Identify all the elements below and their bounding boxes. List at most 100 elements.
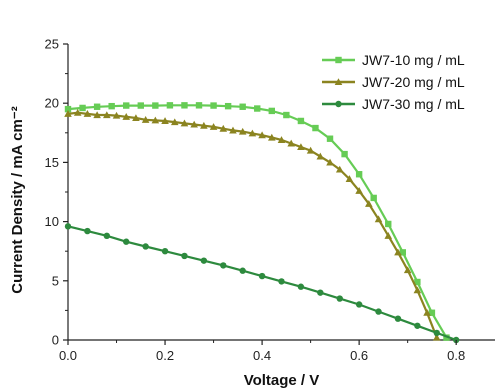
data-point-triangle [229,126,237,134]
data-point-triangle [423,308,431,316]
data-point-circle [200,257,208,264]
series-line [67,111,438,339]
data-point-triangle [345,175,354,183]
y-tick-label: 0 [52,333,59,348]
data-point-triangle [190,120,198,128]
data-point-triangle [365,200,373,207]
data-point-square [79,104,86,112]
data-point-square [108,102,115,110]
data-point-square [297,117,305,125]
data-point-circle [123,238,130,245]
data-point-triangle [326,158,334,166]
data-point-circle [317,289,324,296]
data-point-circle [297,283,305,290]
data-point-triangle [334,78,343,86]
legend-label: JW7-30 mg / mL [362,96,465,112]
legend-label: JW7-10 mg / mL [362,52,465,68]
data-point-triangle [112,111,121,119]
data-point-square [64,105,72,113]
data-point-triangle [180,119,189,127]
data-point-square [224,102,232,110]
series-layer [64,102,460,344]
x-tick-label: 0.8 [447,348,465,363]
data-point-circle [278,278,285,285]
data-point-triangle [306,146,315,154]
series-2 [64,108,441,341]
data-point-triangle [432,333,441,341]
data-point-square [166,102,174,109]
y-tick-label: 20 [45,96,59,111]
data-point-triangle [238,127,247,135]
data-point-triangle [141,115,150,123]
x-tick-label: 0.4 [253,348,271,363]
legend-label: JW7-20 mg / mL [362,74,465,90]
data-point-triangle [355,187,363,194]
data-point-triangle [248,129,257,137]
data-point-circle [394,315,402,322]
series-1 [64,102,450,341]
data-point-triangle [219,124,228,132]
data-point-triangle [413,286,422,294]
y-tick-label: 10 [45,214,59,229]
data-point-circle [336,295,343,302]
data-point-triangle [335,165,344,173]
data-point-triangle [132,114,140,122]
data-point-triangle [258,131,266,139]
data-point-triangle [209,123,218,130]
data-point-circle [355,301,363,308]
data-point-square [399,249,407,256]
data-point-circle [258,272,266,280]
data-point-circle [335,100,342,108]
legend-entry: JW7-10 mg / mL [322,52,465,68]
y-tick-label: 25 [45,37,59,52]
ticks-layer: 0 5 10 15 20 25 0.0 0.2 0.4 0.6 0.8 [45,37,466,364]
data-point-circle [414,322,421,329]
data-point-triangle [64,110,72,117]
data-point-triangle [170,118,179,126]
data-point-square [385,220,392,228]
data-point-circle [375,308,382,315]
data-point-square [355,171,363,178]
legend: JW7-10 mg / mL JW7-20 mg / mL JW7-30 mg / … [322,52,465,112]
data-point-triangle [374,215,383,223]
data-point-circle [142,243,149,250]
series-3 [64,223,460,344]
data-point-square [326,135,334,142]
data-point-square [195,102,203,109]
x-tick-label: 0.6 [350,348,368,363]
legend-entry: JW7-20 mg / mL [322,74,465,90]
data-point-circle [433,329,440,337]
data-point-triangle [93,111,101,119]
data-point-triangle [200,121,208,129]
data-point-circle [64,223,72,230]
data-point-square [152,102,159,109]
data-point-triangle [287,139,296,147]
data-point-circle [84,227,91,235]
data-point-square [210,102,217,109]
data-point-square [335,56,342,64]
data-point-square [181,102,188,109]
data-point-square [254,105,261,112]
data-point-triangle [316,152,325,160]
data-point-square [123,102,130,109]
legend-entry: JW7-30 mg / mL [322,96,465,112]
x-tick-label: 0.0 [59,348,77,363]
data-point-square [93,103,101,110]
data-point-triangle [103,111,111,119]
data-point-triangle [394,248,402,256]
data-point-square [137,102,144,109]
data-point-square [414,278,421,286]
data-point-square [312,124,319,132]
data-point-triangle [277,136,286,143]
data-point-circle [161,248,169,255]
data-point-square [443,334,450,341]
data-point-triangle [384,232,393,239]
data-point-square [341,150,348,158]
data-point-triangle [122,113,131,120]
data-point-square [268,107,275,115]
x-axis-title: Voltage / V [244,372,320,389]
y-tick-label: 15 [45,155,59,170]
data-point-square [283,111,290,119]
y-tick-label: 5 [52,273,59,288]
